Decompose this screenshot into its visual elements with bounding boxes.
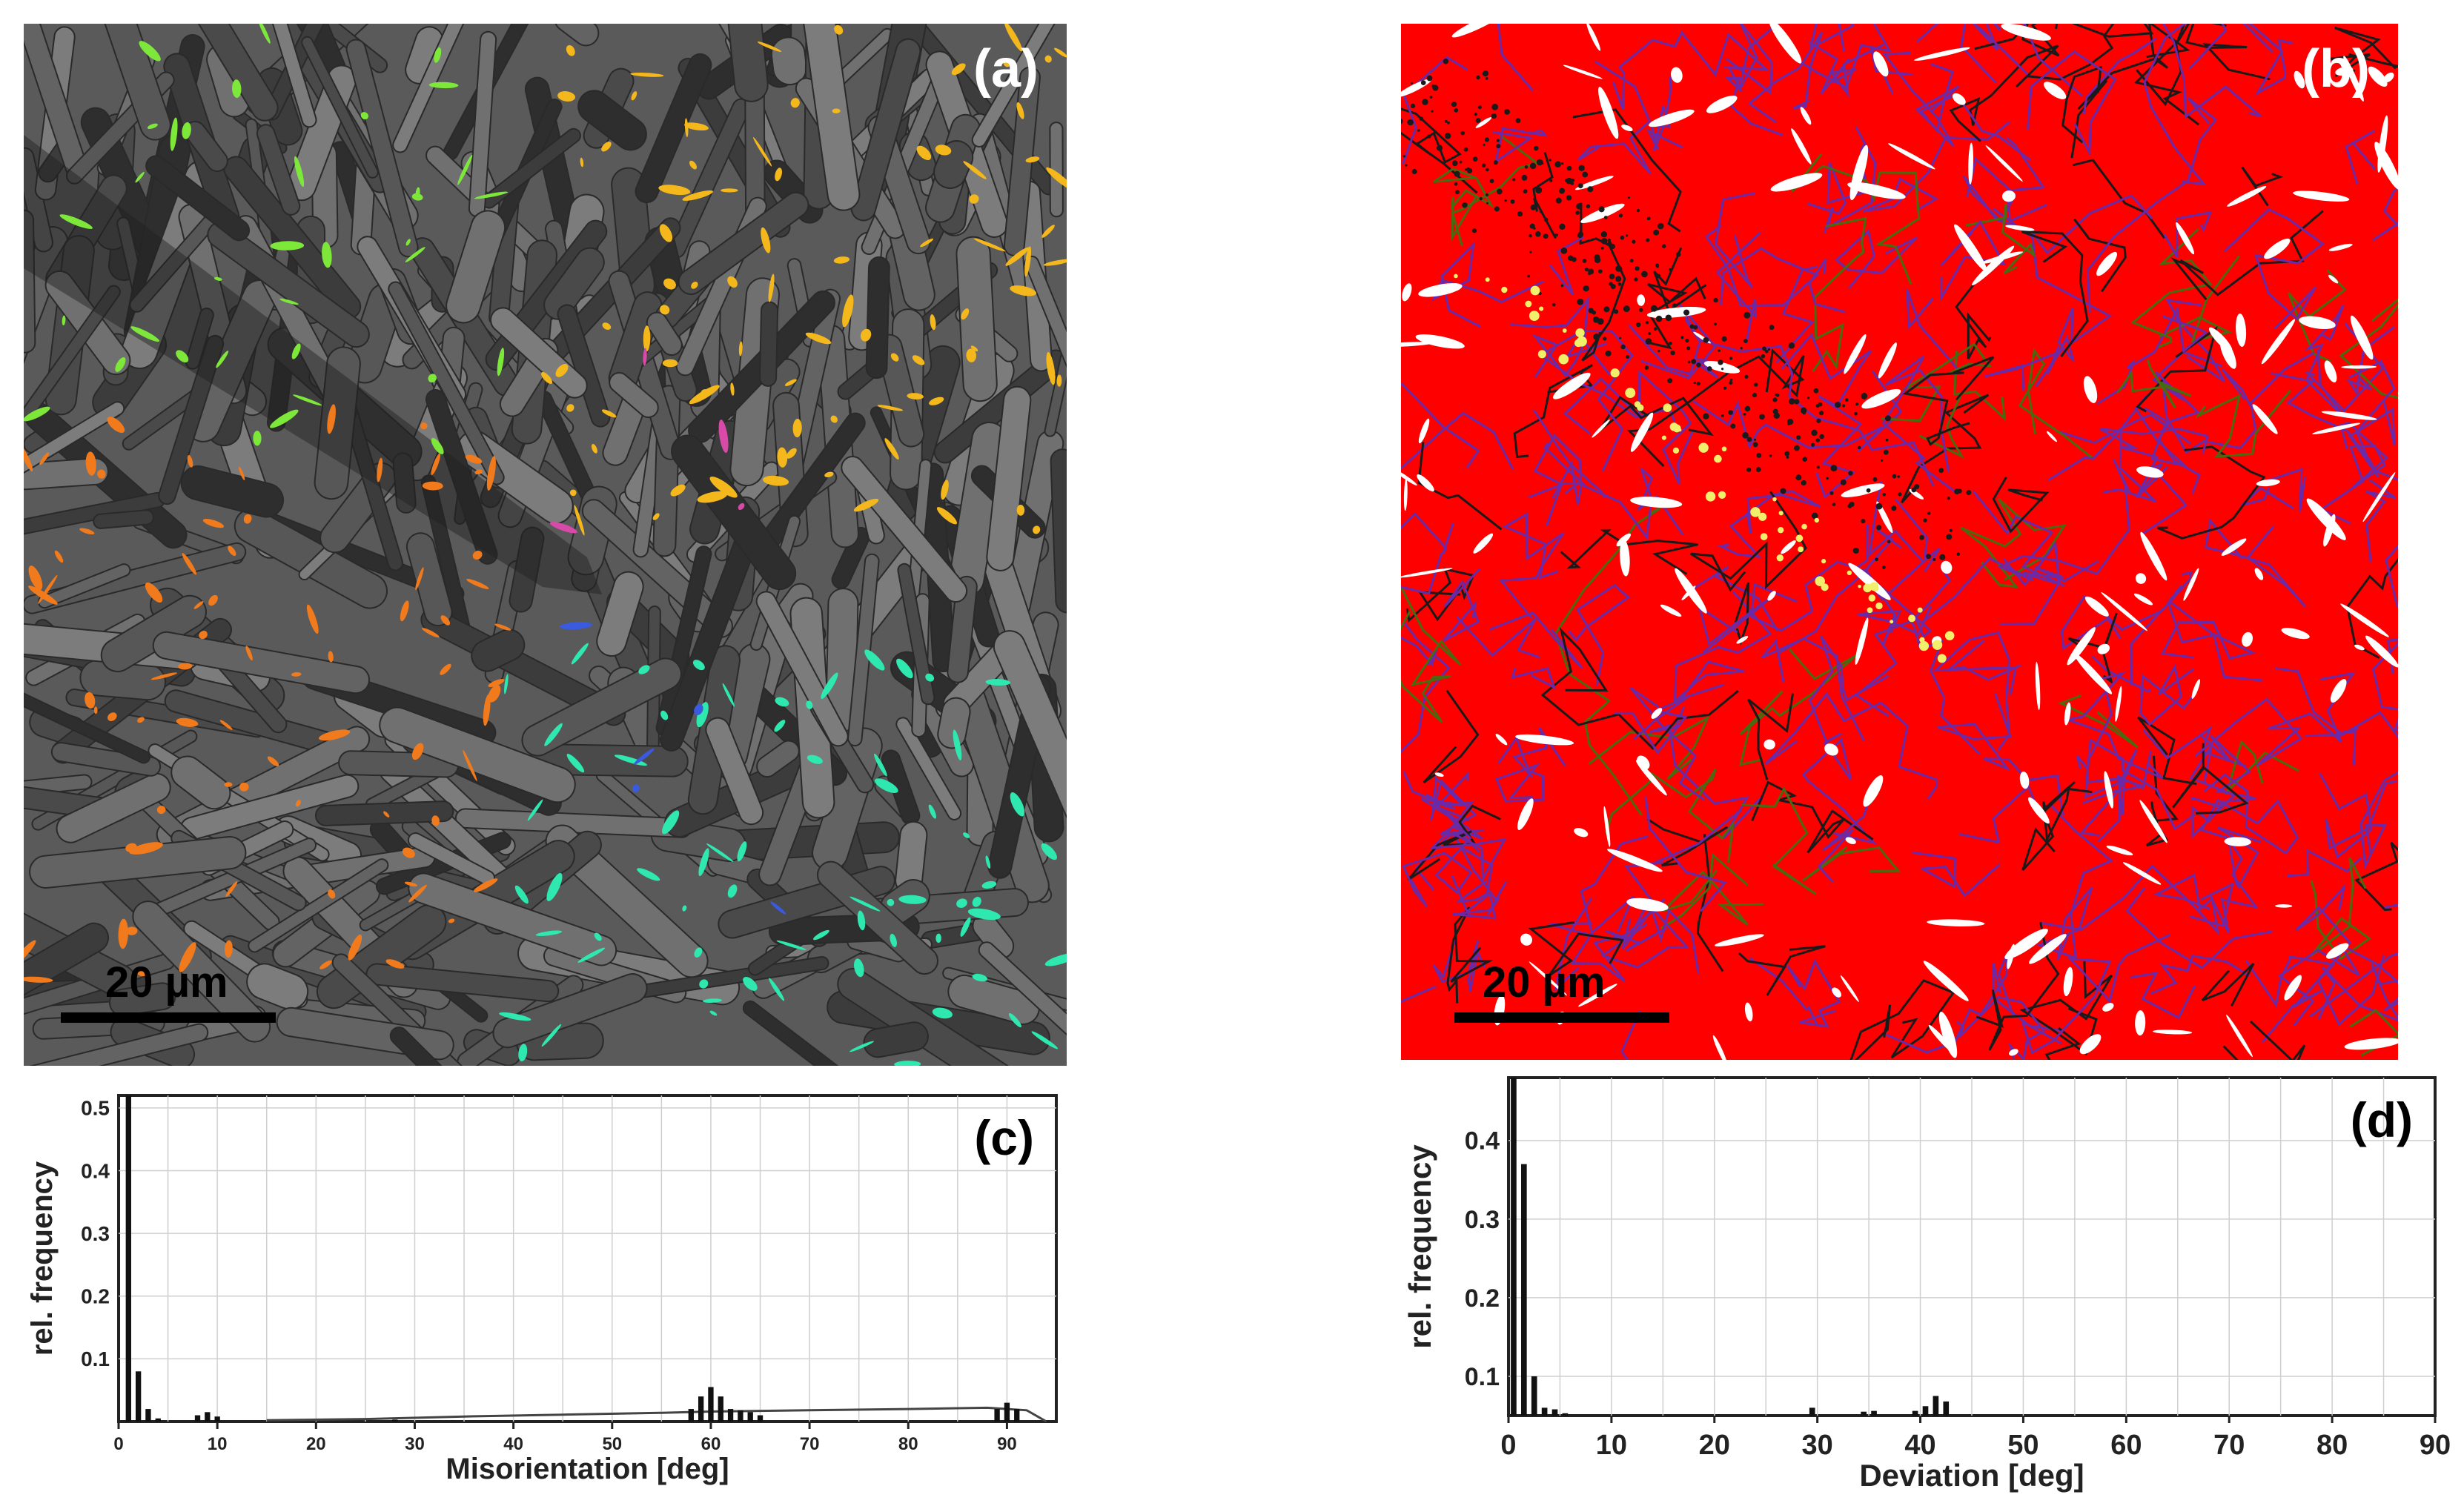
phase-map-b — [1401, 24, 2398, 1060]
x-tick-label: 70 — [2213, 1430, 2245, 1461]
chart-c: 0 10 20 30 40 50 60 70 80 90 0.1 0.2 0.3 0.4 0.5 Misori… — [0, 1067, 1075, 1497]
x-tick-label: 30 — [1802, 1430, 1833, 1461]
x-tick-label: 10 — [208, 1434, 228, 1454]
x-tick-label: 0 — [1500, 1430, 1516, 1461]
x-tick-label: 10 — [1596, 1430, 1627, 1461]
scale-bar-label-b: 20 µm — [1483, 958, 1606, 1006]
y-axis-label: rel. frequency — [26, 1161, 59, 1356]
bar — [688, 1409, 694, 1422]
panel-label: (c) — [974, 1110, 1034, 1165]
x-tick-label: 90 — [2420, 1430, 2451, 1461]
bar — [194, 1415, 201, 1422]
x-tick-label: 40 — [1904, 1430, 1935, 1461]
panel-label-b: (b) — [2302, 39, 2370, 99]
y-tick-label: 0.2 — [81, 1285, 110, 1308]
bar — [708, 1387, 714, 1422]
x-tick-label: 90 — [997, 1434, 1017, 1454]
bar — [698, 1396, 704, 1422]
chart-d: 0 10 20 30 40 50 60 70 80 90 0.1 0.2 0.3 0.4 Deviation… — [1394, 1067, 2461, 1497]
bar — [1004, 1402, 1010, 1422]
ebsd-map-a — [24, 24, 1067, 1066]
bar — [155, 1418, 161, 1422]
x-tick-label: 20 — [306, 1434, 326, 1454]
bar — [1933, 1396, 1939, 1416]
map-a-laths — [24, 24, 1067, 1066]
x-tick-label: 60 — [701, 1434, 721, 1454]
panel-b: (b) 20 µm — [1401, 24, 2398, 1060]
bar — [1541, 1407, 1548, 1416]
x-tick-label: 50 — [2007, 1430, 2039, 1461]
bar — [214, 1416, 220, 1422]
x-tick-label: 80 — [898, 1434, 918, 1454]
bar — [1511, 1078, 1517, 1416]
scale-bar-a — [61, 1012, 276, 1023]
panel-a: (a) 20 µm — [24, 24, 1067, 1066]
bar — [1521, 1164, 1527, 1416]
x-tick-label: 80 — [2316, 1430, 2348, 1461]
grid — [119, 1095, 1056, 1422]
x-tick-label: 70 — [800, 1434, 820, 1454]
bar — [1871, 1410, 1877, 1416]
scale-bar-b — [1454, 1012, 1669, 1023]
x-tick-label: 60 — [2110, 1430, 2142, 1461]
map-b-dark-band — [1401, 59, 1972, 663]
bar — [1809, 1407, 1815, 1416]
x-tick-label: 50 — [602, 1434, 622, 1454]
x-axis-label: Deviation [deg] — [1859, 1458, 2084, 1493]
x-tick-label: 30 — [405, 1434, 425, 1454]
panel-label-a: (a) — [973, 39, 1039, 99]
bar — [145, 1409, 151, 1422]
bar — [1562, 1413, 1569, 1416]
bar — [1922, 1406, 1929, 1416]
panel-label: (d) — [2351, 1092, 2413, 1147]
map-a-minor-phase — [24, 24, 1067, 1066]
bar — [1943, 1401, 1950, 1416]
bar — [1014, 1409, 1020, 1422]
bar — [135, 1371, 142, 1422]
bar — [994, 1409, 1000, 1422]
y-axis-label: rel. frequency — [1402, 1144, 1437, 1349]
y-tick-label: 0.2 — [1465, 1284, 1500, 1313]
map-b-boundaries — [1401, 24, 2398, 1060]
bar — [1861, 1411, 1867, 1416]
y-tick-label: 0.1 — [1465, 1363, 1500, 1391]
y-tick-label: 0.1 — [81, 1347, 110, 1370]
bar — [757, 1415, 764, 1422]
y-tick-label: 0.5 — [81, 1097, 110, 1120]
y-tick-label: 0.3 — [1465, 1206, 1500, 1234]
y-tick-label: 0.3 — [81, 1222, 110, 1245]
y-tick-label: 0.4 — [81, 1159, 110, 1182]
bar — [738, 1410, 743, 1422]
x-axis-label: Misorientation [deg] — [446, 1453, 729, 1485]
x-tick-label: 40 — [503, 1434, 523, 1454]
bar — [205, 1412, 211, 1422]
y-tick-label: 0.4 — [1465, 1127, 1500, 1155]
bar — [718, 1396, 723, 1422]
x-tick-label: 20 — [1699, 1430, 1730, 1461]
bar — [392, 1419, 398, 1422]
scale-bar-label-a: 20 µm — [105, 958, 228, 1006]
bar — [1551, 1409, 1558, 1416]
bar — [125, 1095, 131, 1422]
bar — [1531, 1376, 1537, 1416]
map-b-white-phase — [1401, 24, 2398, 1060]
plot-area — [117, 1094, 1058, 1423]
bar — [747, 1412, 753, 1422]
grid — [1508, 1078, 2435, 1416]
bar — [1912, 1410, 1918, 1416]
bar — [727, 1409, 734, 1422]
x-tick-label: 0 — [113, 1434, 123, 1454]
